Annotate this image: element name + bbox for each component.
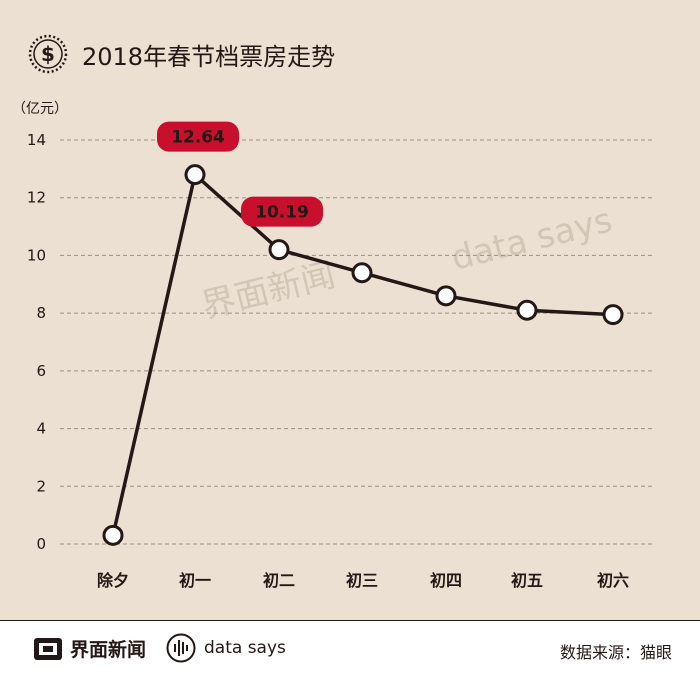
x-category-label: 初二	[263, 571, 295, 590]
value-callouts: 12.64 10.19	[157, 121, 323, 227]
value-callout-label: 12.64	[171, 128, 225, 148]
datasays-logo: data says	[166, 633, 286, 663]
data-point	[184, 164, 206, 186]
x-category-label: 初四	[430, 571, 462, 590]
jiemian-logo-text: 界面新闻	[70, 639, 147, 661]
footer: 界面新闻 data says 数据来源：猫眼	[0, 620, 700, 681]
y-tick-label: 14	[27, 131, 46, 149]
data-point	[435, 285, 457, 307]
data-point	[351, 262, 373, 284]
data-point	[516, 299, 538, 321]
x-category-label: 初三	[346, 571, 378, 590]
watermark-jiemian: 界面新闻	[198, 255, 340, 327]
data-point	[602, 304, 624, 326]
jiemian-logo: 界面新闻	[34, 635, 146, 662]
x-category-label: 初一	[179, 571, 211, 590]
data-point	[268, 239, 290, 261]
data-source: 数据来源：猫眼	[559, 643, 672, 662]
y-tick-label: 6	[36, 362, 46, 380]
y-tick-label: 4	[36, 420, 46, 438]
x-category-label: 初五	[511, 571, 543, 590]
jiemian-logo-icon	[34, 637, 62, 660]
y-tick-label: 2	[36, 477, 46, 495]
y-tick-label: 10	[27, 246, 46, 264]
data-points	[102, 164, 624, 546]
chart-title: 2018年春节档票房走势	[82, 42, 336, 71]
datasays-logo-icon	[166, 633, 196, 663]
y-tick-label: 12	[27, 189, 46, 207]
y-tick-label: 0	[36, 535, 46, 553]
svg-text:$: $	[41, 42, 55, 66]
watermark-datasays: data says	[448, 200, 617, 278]
value-callout-badge	[157, 121, 239, 152]
x-axis-categories: 除夕 初一 初二 初三 初四 初五 初六	[97, 571, 629, 590]
datasays-logo-text: data says	[204, 638, 286, 658]
grid-lines	[60, 139, 655, 545]
data-point	[102, 524, 124, 546]
x-category-label: 初六	[597, 571, 629, 590]
y-tick-label: 8	[36, 304, 46, 322]
value-callout-label: 10.19	[255, 203, 309, 223]
y-axis-unit-label: （亿元）	[12, 101, 68, 117]
x-category-label: 除夕	[97, 571, 129, 590]
value-callout-badge	[241, 196, 323, 227]
y-axis-ticks: 0 2 4 6 8 10 12 14	[27, 131, 46, 553]
chart-header: $ 2018年春节档票房走势	[28, 34, 335, 74]
line-chart: 界面新闻 data says （亿元） 0 2 4 6 8 10 12 14 除夕 初一 初二 初三 初…	[12, 101, 655, 590]
dollar-coin-icon: $	[28, 34, 68, 74]
